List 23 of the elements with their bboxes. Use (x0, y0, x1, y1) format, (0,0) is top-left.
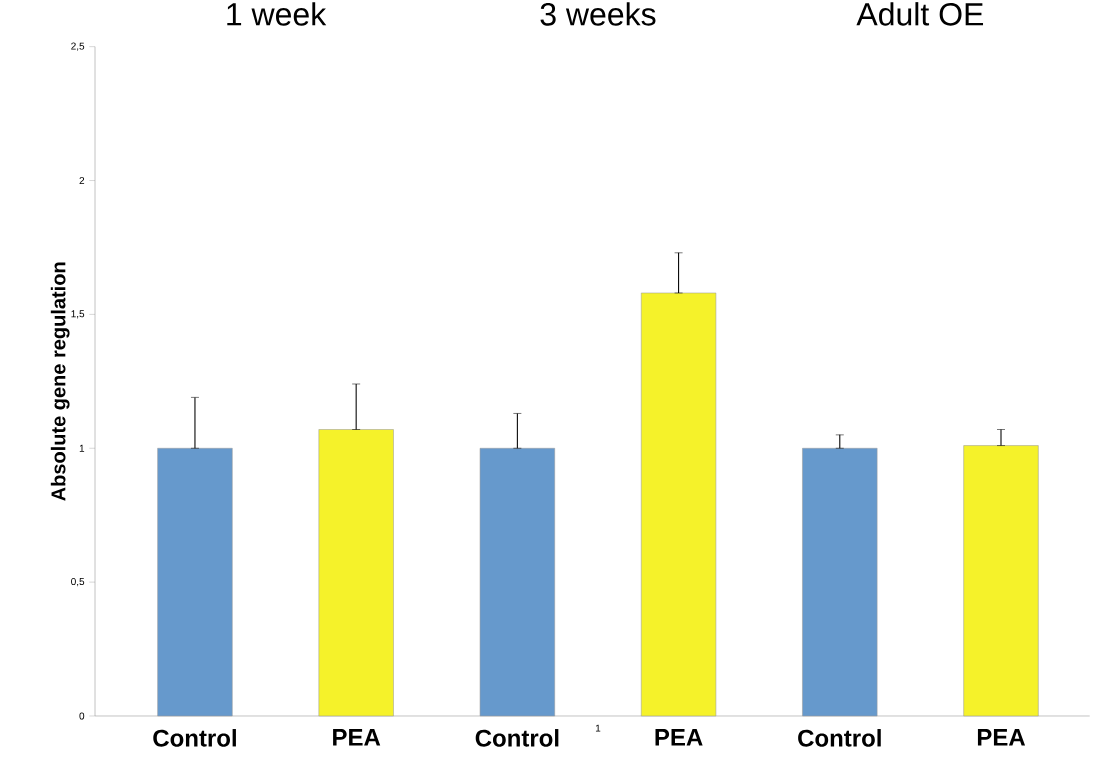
bar (963, 445, 1039, 717)
x-tick-label: Control (798, 729, 881, 747)
x-tick-label: PEA (977, 729, 1026, 746)
bar (640, 292, 717, 717)
text: 1 (595, 724, 601, 732)
y-tick-label: 2,5 (71, 42, 85, 51)
y-axis-title: Absolute gene regulation (50, 262, 70, 501)
y-tick-label: 1 (79, 444, 85, 452)
y-tick-label: 0,5 (71, 577, 85, 587)
y-tick-label: 1,5 (71, 310, 85, 319)
text: 3 weeks (540, 2, 656, 26)
x-tick-label: PEA (333, 729, 381, 746)
text: 1 week (227, 2, 327, 26)
bar (479, 447, 555, 717)
y-tick-label: 0 (79, 712, 85, 720)
text: Adult OE (856, 2, 984, 26)
x-tick-label: PEA (655, 729, 703, 746)
y-tick-label: 2 (79, 177, 85, 185)
bar (157, 447, 233, 717)
bar (318, 429, 394, 717)
bar (802, 447, 878, 717)
x-tick-label: Control (153, 729, 236, 747)
x-tick-label: Control (475, 729, 559, 747)
